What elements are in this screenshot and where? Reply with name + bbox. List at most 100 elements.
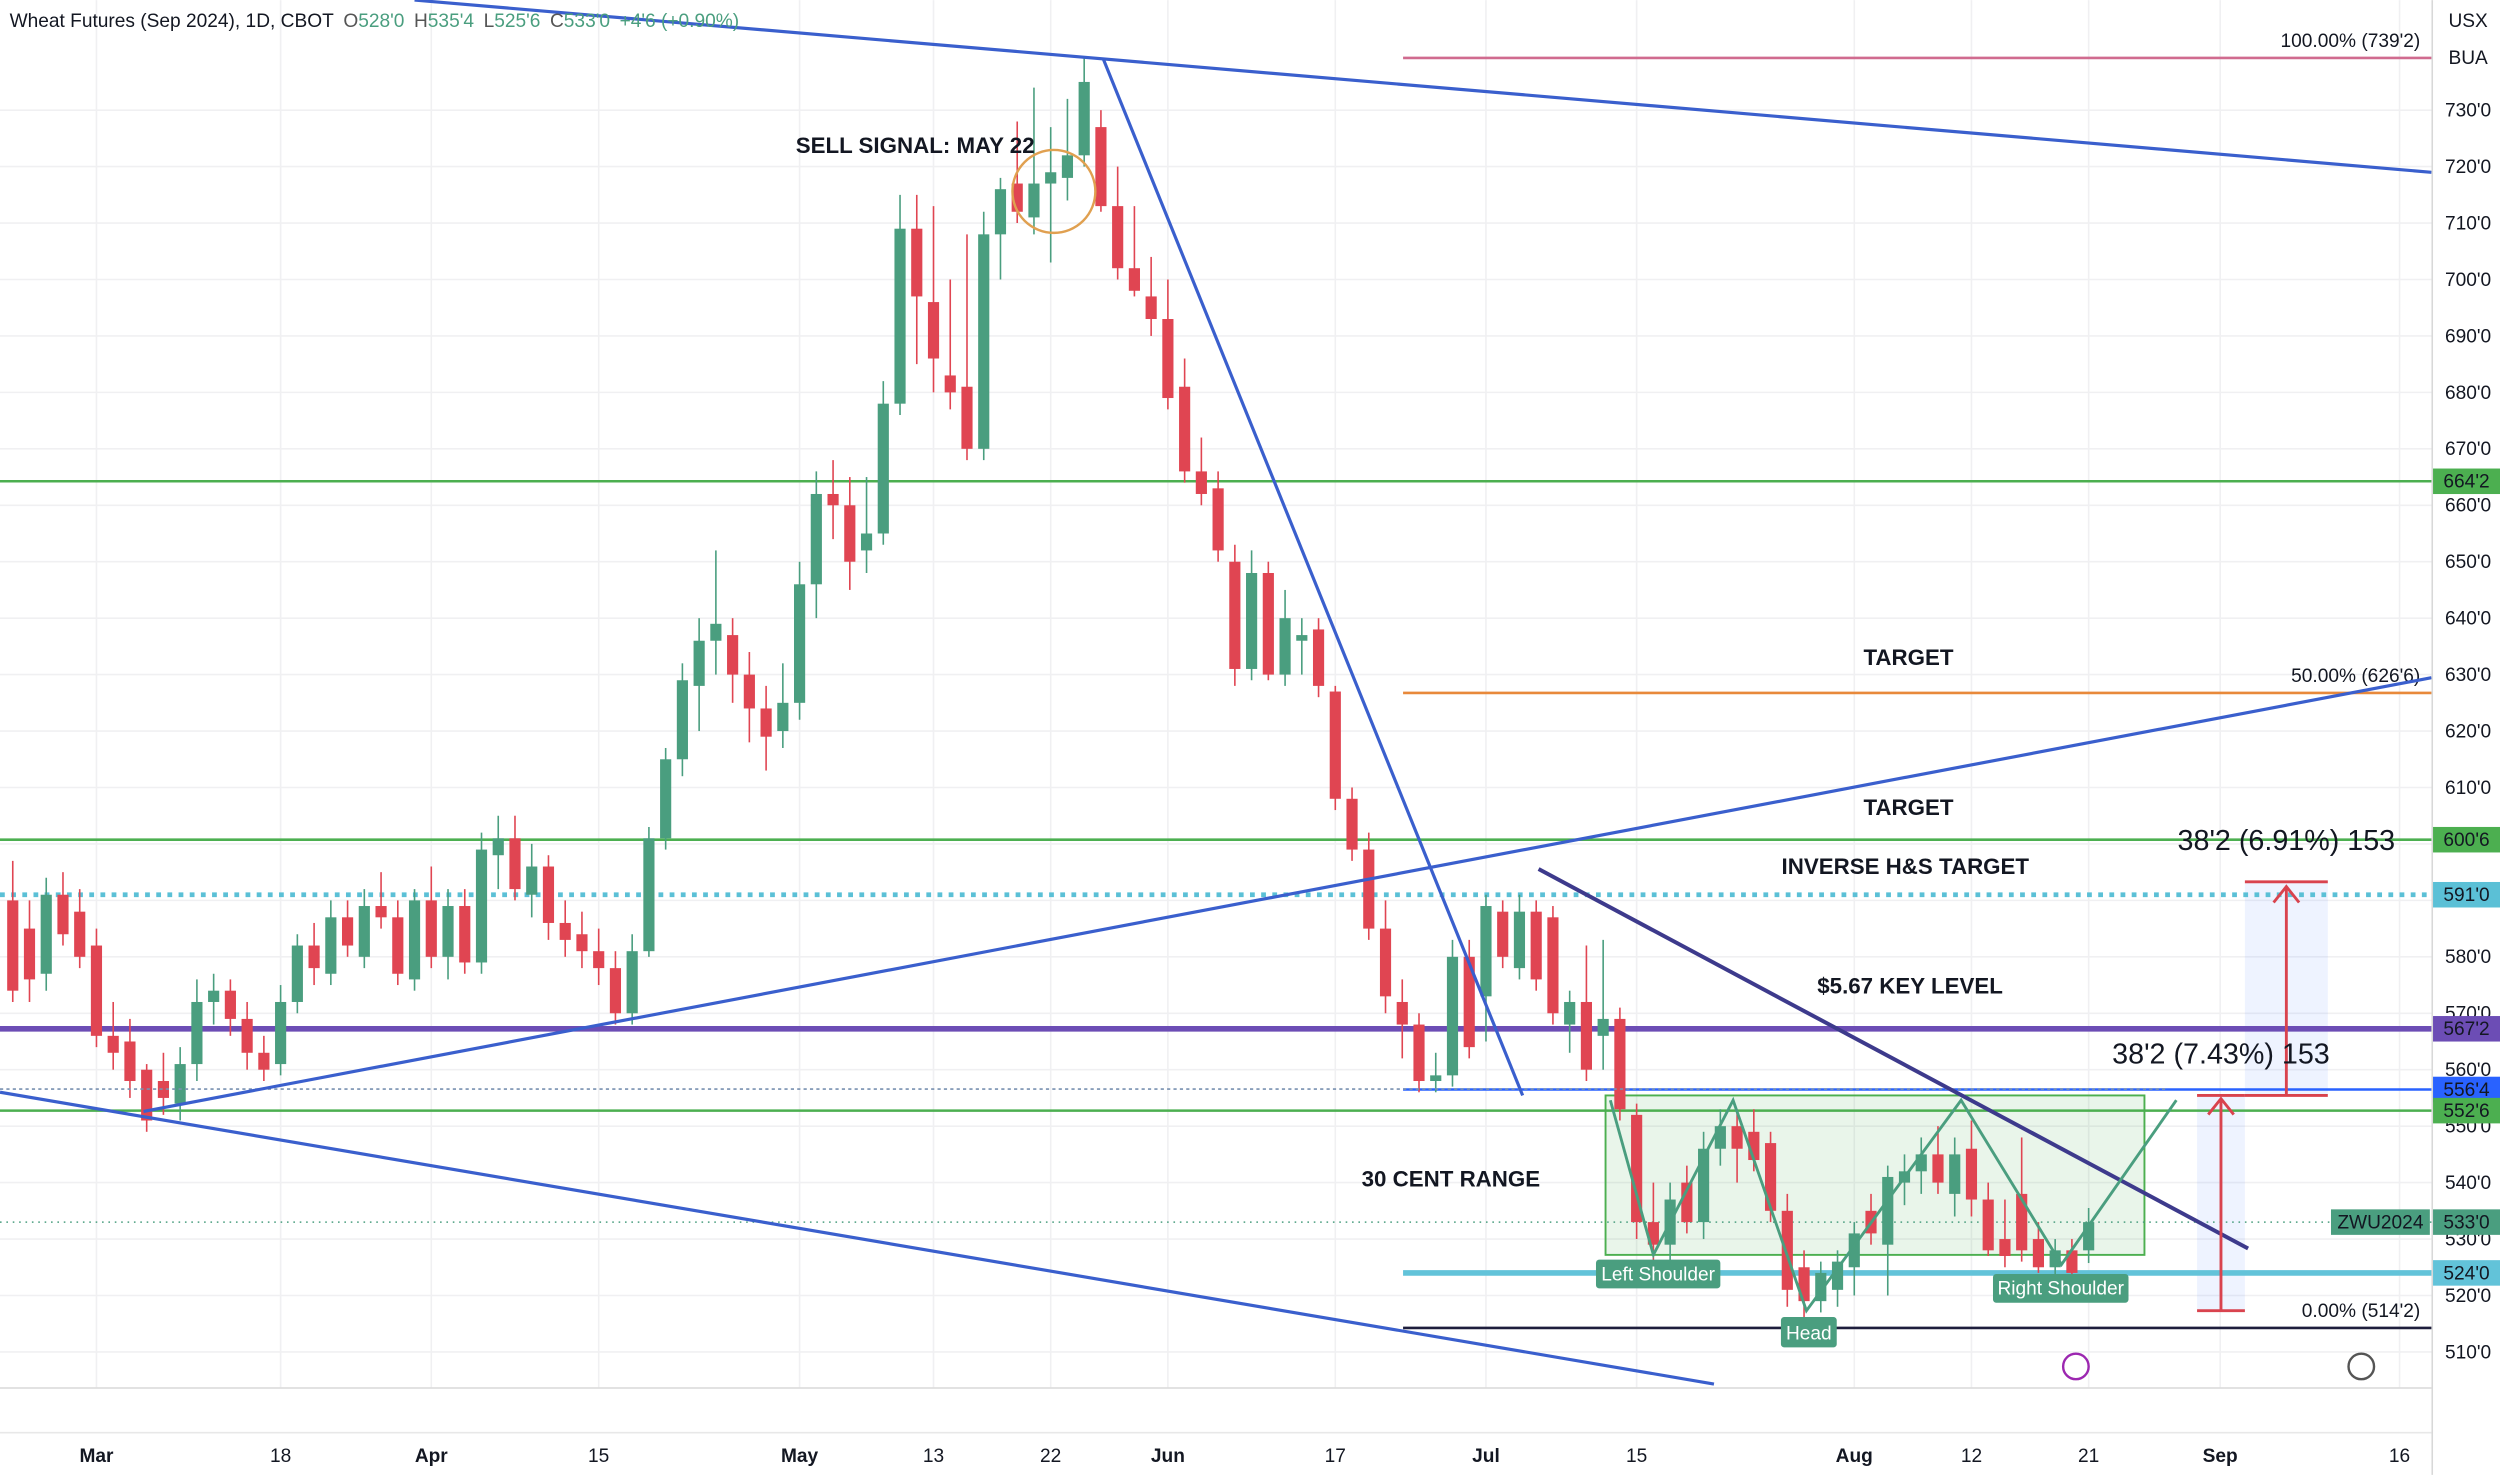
header-value: 528'0 [358,11,404,32]
y-tick-label: 560'0 [2445,1060,2491,1081]
candle-body [258,1052,270,1070]
icon[interactable] [2347,1352,2376,1381]
y-tick-label: 520'0 [2445,1286,2491,1307]
candle-body [1128,268,1140,291]
candle-body [944,375,956,393]
candle-body [777,702,789,732]
unit-label: USX [2448,11,2488,32]
x-tick-label: 16 [2389,1446,2410,1467]
y-tick-label: 650'0 [2445,552,2491,573]
candle-body [1714,1126,1726,1149]
y-tick-label: 640'0 [2445,609,2491,630]
candle-body [1965,1148,1978,1200]
price-badge [2433,1209,2500,1235]
trendline [1537,867,2250,1251]
candles [7,57,2095,1328]
candle-body [693,640,705,686]
candle-body [593,951,605,969]
badge-label: 591'0 [2443,885,2489,906]
candle-body [1078,81,1090,156]
annotation: TARGET [1863,795,1953,820]
candle-body [576,934,588,952]
candle-body [1530,911,1542,980]
candle-body [325,917,337,974]
candle-body [994,189,1007,235]
candle-body [23,928,36,980]
candle-body [1764,1143,1777,1211]
candle-body [1028,183,1040,218]
candle-body [191,1001,203,1065]
y-tick-label: 660'0 [2445,496,2491,517]
candle-body [827,493,839,506]
y-tick-label: 610'0 [2445,778,2491,799]
x-tick-label: May [781,1446,819,1467]
candle-body [1045,172,1057,184]
header-key: C [550,11,564,32]
candle-body [1647,1222,1659,1245]
pattern-label: Right Shoulder [1997,1279,2124,1300]
x-tick-label: 13 [923,1446,944,1467]
candle-body [844,505,856,562]
x-tick-label: 15 [1626,1446,1647,1467]
candle-body [1396,1001,1408,1025]
header-key: O [343,11,358,32]
candle-body [157,1081,170,1098]
candle-body [1932,1154,1944,1183]
annotation: TARGET [1863,645,1953,670]
x-tick-label: Jul [1472,1446,1500,1467]
y-tick-label: 690'0 [2445,326,2491,347]
candle-body [1848,1233,1860,1268]
price-badge [2433,468,2500,495]
y-tick-label: 580'0 [2445,947,2491,968]
header-change: +4'6 (+0.90%) [620,11,740,32]
candle-body [1631,1114,1643,1223]
candle-body [1949,1154,1961,1194]
icon[interactable] [2061,1352,2090,1381]
candle-body [509,838,521,890]
annotation: $5.67 KEY LEVEL [1817,973,2003,998]
candle-body [911,228,923,297]
x-tick-label: Apr [415,1446,448,1467]
trendline [1101,58,1525,1097]
annotation: INVERSE H&S TARGET [1782,854,2030,879]
trendline [0,1090,1715,1386]
candle-body [927,302,940,359]
candle-body [1882,1176,1894,1245]
candle-body [2066,1250,2078,1273]
candle-body [57,894,69,935]
candle-body [2049,1250,2061,1268]
levels: 100.00% (739'2) 50.00% (626'6) 0.00% (514'… [0,31,2432,1330]
x-tick-label: 22 [1040,1446,1061,1467]
header-key: H [414,11,428,32]
candle-body [542,866,555,923]
price-badge [2433,881,2500,908]
candle-body [1815,1272,1827,1302]
price-badge [2433,1097,2500,1124]
y-tick-label: 730'0 [2445,101,2491,122]
x-tick-label: 21 [2078,1446,2099,1467]
y-tick-label: 700'0 [2445,270,2491,291]
candle-body [1312,629,1325,686]
candle-body [1363,849,1375,929]
candle-body [1781,1210,1793,1290]
symbol-label: ZWU2024 [2337,1212,2423,1233]
candle-body [961,386,973,449]
signal-circle [1011,148,1097,235]
price-badge [2433,826,2500,853]
header-value: 533'0 [564,11,610,32]
candle-body [978,234,990,449]
candle-body [1982,1199,1994,1251]
fib-label: 0.00% (514'2) [2302,1301,2420,1322]
hs-pattern [1608,1096,2178,1314]
candle-body [1915,1154,1927,1172]
candle-body [241,1018,253,1053]
candle-body [1748,1131,1760,1161]
y-tick-label: 680'0 [2445,383,2491,404]
header-key: L [484,11,495,32]
candle-body [174,1064,186,1104]
y-tick-label: 510'0 [2445,1342,2491,1363]
price-badge [2433,1016,2500,1042]
candle-body [1614,1018,1626,1110]
candle-body [1731,1126,1743,1149]
